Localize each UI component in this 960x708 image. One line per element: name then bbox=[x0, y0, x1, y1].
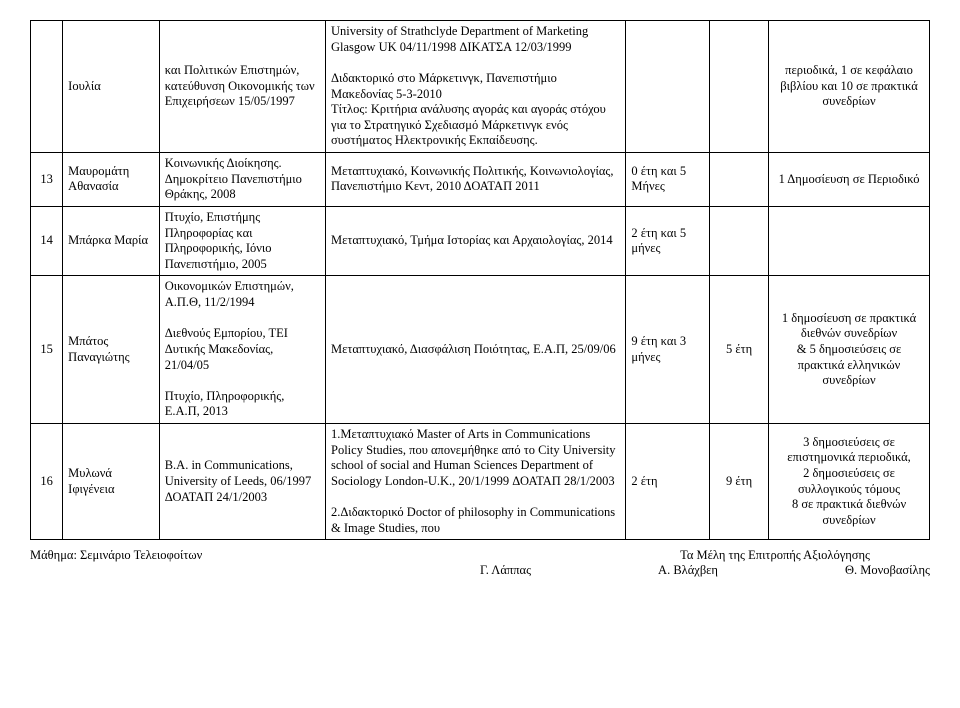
page-footer: Μάθημα: Σεμινάριο Τελειοφοίτων Τα Μέλη τ… bbox=[30, 548, 930, 578]
duration-2 bbox=[710, 206, 769, 276]
person-name: Ιουλία bbox=[63, 21, 160, 153]
publications: 1 Δημοσίευση σε Περιοδικό bbox=[769, 153, 930, 207]
education: Οικονομικών Επιστημών, Α.Π.Θ, 11/2/1994 … bbox=[159, 276, 325, 424]
footer-committee-title: Τα Μέλη της Επιτροπής Αξιολόγησης bbox=[680, 548, 930, 563]
publications: περιοδικά, 1 σε κεφάλαιο βιβλίου και 10 … bbox=[769, 21, 930, 153]
duration-2 bbox=[710, 153, 769, 207]
footer-course: Μάθημα: Σεμινάριο Τελειοφοίτων bbox=[30, 548, 202, 562]
description: Μεταπτυχιακό, Διασφάλιση Ποιότητας, Ε.Α.… bbox=[326, 276, 626, 424]
row-number bbox=[31, 21, 63, 153]
education: και Πολιτικών Επιστημών, κατεύθυνση Οικο… bbox=[159, 21, 325, 153]
duration-1: 2 έτη bbox=[626, 424, 710, 540]
description: 1.Μεταπτυχιακό Master of Arts in Communi… bbox=[326, 424, 626, 540]
description: Μεταπτυχιακό, Τμήμα Ιστορίας και Αρχαιολ… bbox=[326, 206, 626, 276]
publications: 3 δημοσιεύσεις σε επιστημονικά περιοδικά… bbox=[769, 424, 930, 540]
education: Κοινωνικής Διοίκησης. Δημοκρίτειο Πανεπι… bbox=[159, 153, 325, 207]
publications: 1 δημοσίευση σε πρακτικά διεθνών συνεδρί… bbox=[769, 276, 930, 424]
duration-1: 2 έτη και 5 μήνες bbox=[626, 206, 710, 276]
duration-1 bbox=[626, 21, 710, 153]
duration-1: 9 έτη και 3 μήνες bbox=[626, 276, 710, 424]
person-name: Μυλωνά Ιφιγένεια bbox=[63, 424, 160, 540]
description: University of Strathclyde Department of … bbox=[326, 21, 626, 153]
publications bbox=[769, 206, 930, 276]
data-table: Ιουλίακαι Πολιτικών Επιστημών, κατεύθυνσ… bbox=[30, 20, 930, 540]
person-name: Μπάρκα Μαρία bbox=[63, 206, 160, 276]
row-number: 15 bbox=[31, 276, 63, 424]
duration-2 bbox=[710, 21, 769, 153]
row-number: 13 bbox=[31, 153, 63, 207]
person-name: Μαυρομάτη Αθανασία bbox=[63, 153, 160, 207]
footer-name-2: Α. Βλάχβεη bbox=[658, 563, 718, 578]
description: Μεταπτυχιακό, Κοινωνικής Πολιτικής, Κοιν… bbox=[326, 153, 626, 207]
duration-2: 5 έτη bbox=[710, 276, 769, 424]
duration-2: 9 έτη bbox=[710, 424, 769, 540]
education: B.A. in Communications, University of Le… bbox=[159, 424, 325, 540]
row-number: 16 bbox=[31, 424, 63, 540]
duration-1: 0 έτη και 5 Μήνες bbox=[626, 153, 710, 207]
footer-name-1: Γ. Λάππας bbox=[480, 563, 531, 578]
person-name: Μπάτος Παναγιώτης bbox=[63, 276, 160, 424]
education: Πτυχίο, Επιστήμης Πληροφορίας και Πληροφ… bbox=[159, 206, 325, 276]
row-number: 14 bbox=[31, 206, 63, 276]
footer-name-3: Θ. Μονοβασίλης bbox=[845, 563, 930, 578]
